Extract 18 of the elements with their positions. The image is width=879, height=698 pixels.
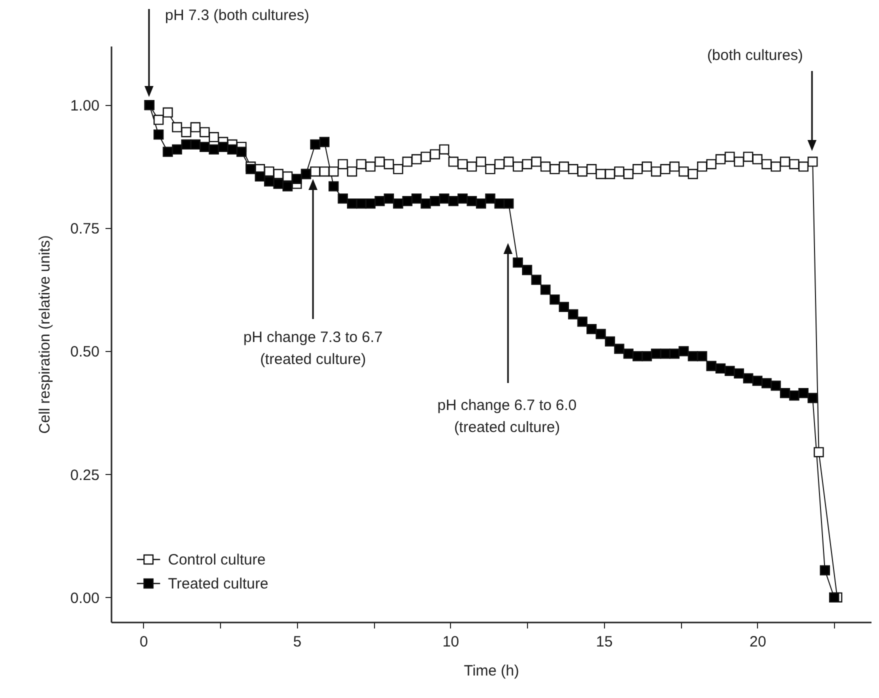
x-tick-label: 20 — [750, 634, 766, 650]
x-tick-label: 0 — [140, 634, 148, 650]
annotation: (both cultures) — [707, 47, 803, 64]
x-tick-label: 15 — [596, 634, 613, 650]
y-tick-label: 0.00 — [70, 590, 100, 607]
text: pH 7.3 (both cultures) — [165, 7, 310, 24]
legend-label: Treated culture — [168, 576, 268, 592]
annotation: pH change 7.3 to 6.7 (treated culture) — [243, 329, 383, 368]
y-tick-label: 1.00 — [70, 98, 100, 115]
y-tick-label: 0.50 — [70, 344, 100, 361]
x-tick-label: 5 — [293, 634, 302, 650]
annotation: pH change 6.7 to 6.0 (treated culture) — [437, 397, 577, 436]
y-axis-title: Cell respiration (relative units) — [36, 235, 54, 434]
y-tick-label: 0.75 — [70, 220, 100, 238]
x-tick-label: 10 — [442, 634, 460, 650]
y-tick-label: 0.25 — [70, 466, 100, 484]
x-axis-title: Time (h) — [464, 662, 520, 680]
legend-label: Control culture — [168, 552, 266, 568]
